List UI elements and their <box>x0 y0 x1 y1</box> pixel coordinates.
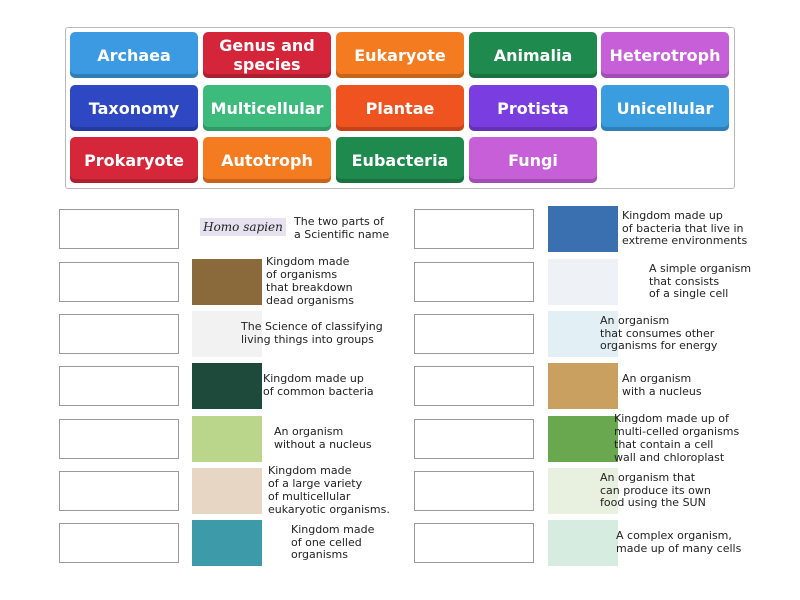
clue-text: can produce its own <box>600 483 711 497</box>
clue-text: of organisms <box>266 268 338 282</box>
clue-text: Kingdom made up <box>263 372 364 386</box>
tile-panel <box>65 27 735 189</box>
clue-text: A complex organism, <box>616 529 732 543</box>
clue-text: of a large variety <box>268 477 363 491</box>
drop-box[interactable] <box>59 314 179 354</box>
clue-text: with a nucleus <box>622 385 702 398</box>
clue-image <box>192 311 262 357</box>
drop-box[interactable] <box>414 471 534 511</box>
drop-box[interactable] <box>59 419 179 459</box>
clue-image <box>548 259 618 305</box>
clue-text: of multicellular <box>268 490 351 503</box>
clue-text: made up of many cells <box>616 542 742 555</box>
clue-text: An organism <box>622 372 692 386</box>
clue-image <box>548 311 618 357</box>
image-text: Homo sapien <box>200 218 286 236</box>
clue-text: An organism that <box>600 470 696 484</box>
answer-tile[interactable]: Prokaryote <box>70 137 198 183</box>
clue-image <box>548 520 618 566</box>
clue-text: of one celled <box>291 535 362 549</box>
clue-text: multi-celled organisms <box>614 425 740 439</box>
clue-text: food using the SUN <box>600 496 706 510</box>
clue-text: that consists <box>649 274 720 288</box>
drop-box[interactable] <box>59 209 179 249</box>
clue-text: eukaryotic organisms. <box>268 502 390 516</box>
clue-text: that contain a cell <box>614 438 714 451</box>
answer-tile[interactable]: Protista <box>469 85 597 131</box>
clue-text: An organism <box>600 313 670 327</box>
clue-text: Kingdom made <box>266 255 350 269</box>
answer-tile[interactable]: Archaea <box>70 32 198 78</box>
clue-text: living things into groups <box>241 333 374 346</box>
clue-text: Kingdom made up <box>622 208 723 222</box>
clue-image <box>548 416 618 462</box>
clue-image <box>192 520 262 566</box>
answer-tile[interactable]: Animalia <box>469 32 597 78</box>
clue-text: that breakdown <box>266 281 353 294</box>
clue-text: organisms <box>291 548 348 562</box>
drop-box[interactable] <box>414 262 534 302</box>
clue-text: organisms for energy <box>600 339 718 353</box>
clue-text: An organism <box>274 425 344 439</box>
answer-tile[interactable]: Multicellular <box>203 85 331 131</box>
answer-tile[interactable]: Fungi <box>469 137 597 183</box>
drop-box[interactable] <box>59 523 179 563</box>
clue-text: extreme environments <box>622 234 748 248</box>
drop-box[interactable] <box>59 366 179 406</box>
clue-text: dead organisms <box>266 293 354 307</box>
clue-image <box>192 416 262 462</box>
clue-text: The two parts of <box>294 215 384 229</box>
drop-box[interactable] <box>414 419 534 459</box>
answer-tile[interactable]: Genus and species <box>203 32 331 78</box>
clue-text: a Scientific name <box>294 228 390 241</box>
clue-image <box>192 468 262 514</box>
clue-text: wall and chloroplast <box>614 450 725 464</box>
clue-text: that consumes other <box>600 326 715 340</box>
answer-tile[interactable]: Autotroph <box>203 137 331 183</box>
clue-text: The Science of classifying <box>241 320 383 334</box>
clue-image <box>548 468 618 514</box>
answer-tile[interactable]: Eubacteria <box>336 137 464 183</box>
clue-image <box>192 259 262 305</box>
clue-text: of bacteria that live in <box>622 221 744 235</box>
drop-box[interactable] <box>414 523 534 563</box>
clue-text: A simple organism <box>649 261 752 275</box>
clue-text: Kingdom made <box>268 464 352 478</box>
drop-box[interactable] <box>414 366 534 406</box>
answer-tile[interactable]: Taxonomy <box>70 85 198 131</box>
clue-text: without a nucleus <box>274 438 372 451</box>
clue-text: Kingdom made <box>291 522 375 536</box>
clue-text: of common bacteria <box>263 385 374 398</box>
drop-box[interactable] <box>414 314 534 354</box>
answer-tile[interactable]: Heterotroph <box>601 32 729 78</box>
clue-text: of a single cell <box>649 287 729 301</box>
clue-text: Kingdom made up of <box>614 412 729 426</box>
drop-box[interactable] <box>414 209 534 249</box>
drop-box[interactable] <box>59 262 179 302</box>
drop-box[interactable] <box>59 471 179 511</box>
answer-tile[interactable]: Unicellular <box>601 85 729 131</box>
answer-tile[interactable]: Eukaryote <box>336 32 464 78</box>
clue-image <box>548 206 618 252</box>
clue-image <box>548 363 618 409</box>
clue-image <box>192 363 262 409</box>
answer-tile[interactable]: Plantae <box>336 85 464 131</box>
